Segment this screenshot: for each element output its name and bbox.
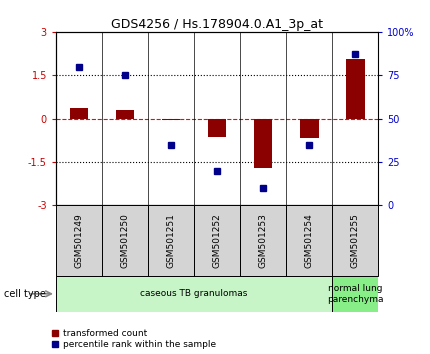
Bar — [286, 205, 332, 276]
Title: GDS4256 / Hs.178904.0.A1_3p_at: GDS4256 / Hs.178904.0.A1_3p_at — [111, 18, 323, 31]
Bar — [194, 205, 240, 276]
Bar — [148, 205, 194, 276]
Text: GSM501252: GSM501252 — [213, 213, 221, 268]
Bar — [254, 119, 273, 168]
Text: GSM501249: GSM501249 — [74, 213, 83, 268]
Bar — [102, 205, 148, 276]
Text: GSM501250: GSM501250 — [120, 213, 129, 268]
Bar — [208, 119, 226, 137]
Bar — [162, 119, 180, 120]
Bar — [300, 119, 319, 138]
Bar — [56, 276, 332, 312]
Bar — [332, 205, 378, 276]
Legend: transformed count, percentile rank within the sample: transformed count, percentile rank withi… — [52, 329, 216, 349]
Text: GSM501253: GSM501253 — [259, 213, 268, 268]
Text: GSM501251: GSM501251 — [166, 213, 175, 268]
Bar — [56, 205, 102, 276]
Bar — [240, 205, 286, 276]
Text: GSM501254: GSM501254 — [305, 213, 314, 268]
Text: caseous TB granulomas: caseous TB granulomas — [141, 289, 248, 298]
Bar — [332, 276, 378, 312]
Bar — [346, 59, 365, 119]
Text: cell type: cell type — [4, 289, 46, 299]
Bar — [116, 110, 134, 119]
Bar — [70, 108, 88, 119]
Text: GSM501255: GSM501255 — [351, 213, 360, 268]
Text: normal lung
parenchyma: normal lung parenchyma — [327, 284, 384, 303]
